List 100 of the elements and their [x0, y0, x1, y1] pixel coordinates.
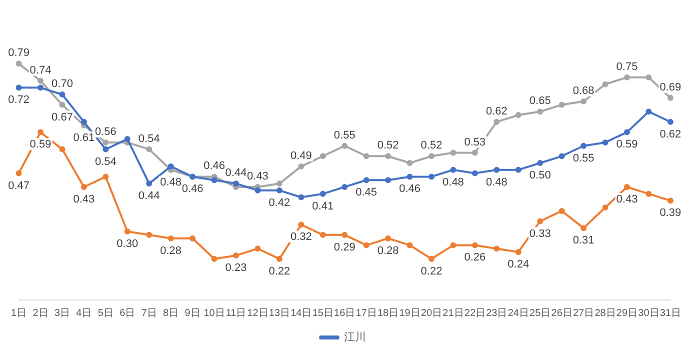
data-label: 0.54 — [94, 156, 116, 168]
data-label: 0.41 — [312, 200, 334, 212]
point — [515, 112, 522, 118]
x-tick-label: 6日 — [120, 308, 136, 319]
data-label: 0.46 — [182, 183, 204, 196]
point — [168, 163, 174, 170]
data-label: 0.22 — [420, 265, 442, 278]
point — [38, 129, 44, 136]
data-label: 0.75 — [616, 60, 638, 73]
point — [102, 139, 109, 146]
data-label: 0.59 — [30, 138, 52, 151]
point — [16, 170, 22, 176]
x-tick-label: 1日 — [11, 308, 27, 319]
point — [342, 184, 348, 190]
point — [428, 174, 434, 180]
point — [385, 153, 392, 160]
point — [602, 81, 608, 88]
point — [450, 150, 456, 156]
point — [580, 142, 587, 149]
point — [342, 142, 348, 149]
point — [80, 118, 87, 125]
point — [146, 180, 152, 187]
x-tick-label: 5日 — [98, 308, 114, 319]
data-label: 0.59 — [616, 138, 638, 151]
data-label: 0.50 — [529, 170, 551, 182]
data-label: 0.65 — [529, 95, 551, 108]
data-label: 0.49 — [290, 150, 312, 162]
data-label: 0.24 — [508, 258, 530, 271]
data-label: 0.70 — [52, 78, 73, 90]
data-label: 0.26 — [464, 252, 486, 264]
x-tick-label: 29日 — [616, 308, 638, 319]
x-tick-label: 16日 — [334, 308, 356, 319]
data-label: 0.30 — [116, 238, 138, 250]
x-tick-label: 12日 — [247, 308, 268, 319]
data-label: 0.54 — [138, 132, 160, 145]
data-label: 0.42 — [268, 196, 290, 209]
data-label: 0.48 — [486, 176, 508, 188]
data-label: 0.28 — [377, 244, 399, 257]
data-label: 0.33 — [529, 228, 551, 240]
data-label: 0.43 — [616, 194, 638, 206]
x-tick-label: 22日 — [464, 308, 486, 319]
point — [363, 177, 370, 184]
data-label: 0.62 — [486, 105, 508, 118]
point — [646, 74, 652, 80]
point — [494, 246, 500, 252]
point — [254, 187, 261, 194]
x-tick-label: 3日 — [54, 308, 70, 319]
point — [450, 166, 456, 173]
data-label: 0.32 — [290, 231, 312, 244]
point — [558, 153, 565, 160]
point — [624, 184, 630, 190]
x-tick-label: 30日 — [638, 308, 660, 319]
point — [624, 129, 630, 136]
point — [38, 78, 44, 84]
point — [624, 74, 630, 80]
x-tick-label: 17日 — [356, 308, 377, 319]
point — [363, 153, 370, 160]
point — [233, 252, 239, 258]
data-label: 0.48 — [442, 176, 464, 188]
data-label: 0.55 — [334, 129, 356, 142]
point — [16, 60, 22, 67]
data-label: 0.43 — [73, 194, 95, 206]
point — [667, 198, 674, 204]
data-label: 0.47 — [8, 180, 30, 192]
point — [298, 163, 304, 170]
point — [320, 190, 326, 197]
data-label: 0.53 — [464, 136, 486, 148]
data-label: 0.43 — [247, 170, 268, 183]
x-tick-label: 9日 — [184, 308, 200, 319]
point — [211, 256, 218, 262]
legend-label: 江川 — [344, 330, 366, 344]
data-label: 0.56 — [94, 126, 116, 138]
point — [580, 98, 587, 104]
x-tick-label: 14日 — [290, 308, 312, 319]
data-label: 0.61 — [73, 132, 95, 144]
point — [646, 108, 652, 115]
data-label: 0.52 — [420, 140, 442, 152]
point — [406, 160, 413, 166]
data-label: 0.28 — [160, 244, 182, 257]
x-tick-label: 13日 — [268, 308, 290, 319]
x-tick-label: 23日 — [486, 308, 508, 319]
point — [515, 166, 522, 173]
data-label: 0.68 — [572, 84, 594, 97]
data-label: 0.23 — [225, 262, 247, 274]
data-label: 0.69 — [660, 81, 682, 94]
point — [211, 177, 218, 184]
point — [385, 177, 392, 184]
point — [146, 232, 152, 238]
x-tick-label: 2日 — [32, 308, 48, 319]
x-tick-label: 8日 — [163, 308, 179, 319]
data-label: 0.31 — [572, 234, 594, 247]
data-label: 0.22 — [268, 265, 290, 278]
data-label: 0.62 — [660, 128, 682, 140]
point — [406, 242, 413, 248]
point — [124, 136, 130, 142]
point — [102, 174, 109, 180]
x-tick-label: 4日 — [76, 308, 92, 319]
point — [428, 256, 434, 262]
point — [537, 108, 544, 115]
point — [385, 235, 392, 242]
